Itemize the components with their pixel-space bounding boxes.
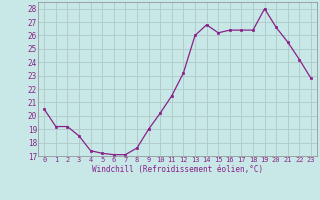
- X-axis label: Windchill (Refroidissement éolien,°C): Windchill (Refroidissement éolien,°C): [92, 165, 263, 174]
